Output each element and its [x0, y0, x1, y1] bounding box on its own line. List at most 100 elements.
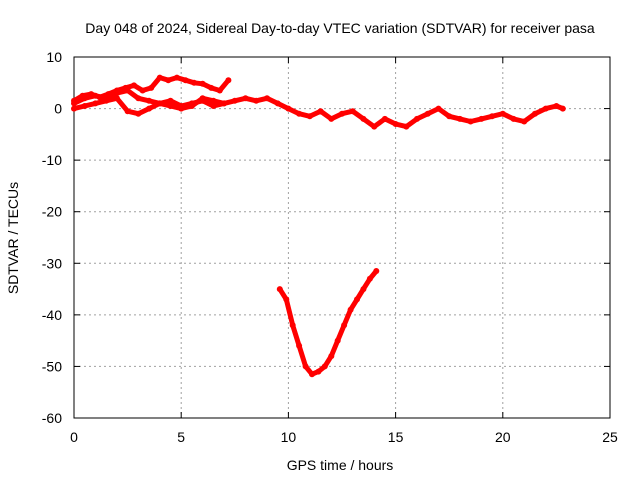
data-point [521, 118, 528, 125]
data-point [122, 84, 129, 91]
plot-frame [73, 56, 611, 419]
data-point [371, 123, 378, 130]
data-point [182, 77, 189, 84]
data-point [349, 108, 356, 115]
data-point [510, 115, 517, 122]
y-tick-label: -40 [42, 307, 62, 323]
data-point [199, 95, 206, 102]
data-point [208, 84, 215, 91]
x-tick-label: 20 [495, 429, 511, 445]
data-point [79, 92, 86, 99]
data-point [146, 105, 152, 112]
data-point [424, 110, 431, 117]
data-point [366, 275, 373, 282]
x-tick-label: 15 [388, 429, 404, 445]
data-point [276, 286, 283, 293]
x-tick-label: 5 [177, 429, 185, 445]
x-tick-label: 0 [70, 429, 78, 445]
data-point [103, 97, 110, 104]
data-point [216, 87, 223, 94]
data-point [296, 110, 303, 117]
data-point [274, 100, 281, 107]
data-point [328, 353, 335, 360]
data-point [81, 103, 88, 109]
data-point [88, 91, 95, 98]
data-point [373, 268, 380, 274]
x-tick-label: 25 [602, 429, 618, 445]
data-point [113, 95, 120, 102]
data-point [124, 108, 131, 115]
data-point [285, 105, 292, 112]
data-point [264, 95, 270, 102]
y-tick-label: -10 [42, 152, 62, 168]
y-tick-label: 10 [46, 49, 62, 65]
chart-title: Day 048 of 2024, Sidereal Day-to-day VTE… [85, 20, 595, 36]
data-point [317, 108, 324, 115]
data-point [360, 286, 367, 293]
data-point [253, 97, 260, 104]
grid [74, 57, 610, 418]
data-point [135, 110, 142, 117]
data-point [542, 105, 549, 112]
data-point [71, 105, 77, 112]
data-point [360, 115, 367, 122]
data-point [210, 103, 217, 109]
data-point [296, 342, 303, 349]
data-point [165, 77, 172, 84]
data-point [467, 118, 474, 125]
data-point [96, 94, 103, 101]
data-point [221, 100, 228, 107]
data-point [414, 115, 420, 122]
data-point [456, 115, 463, 122]
y-tick-label: -20 [42, 204, 62, 220]
data-point [478, 115, 485, 122]
data-point [289, 322, 296, 329]
data-point [553, 103, 560, 109]
data-point [135, 95, 142, 102]
data-point [446, 113, 453, 120]
y-tick-label: -60 [42, 410, 62, 426]
data-point [231, 97, 238, 104]
data-point [173, 74, 180, 81]
data-point [392, 121, 399, 127]
x-axis-title: GPS time / hours [287, 457, 394, 473]
data-point [167, 103, 174, 109]
data-point [188, 103, 195, 109]
data-point [302, 363, 309, 370]
data-point [210, 97, 217, 104]
data-point [435, 105, 442, 112]
y-tick-label: 0 [54, 101, 62, 117]
data-point [309, 371, 315, 378]
data-point [113, 87, 120, 94]
data-point [354, 296, 360, 303]
data-point [191, 79, 198, 86]
data-point [148, 84, 155, 91]
data-point [334, 337, 341, 344]
data-point [499, 110, 506, 117]
data-point [178, 105, 185, 112]
data-point [315, 368, 322, 375]
data-point [139, 87, 146, 94]
data-point [225, 77, 232, 84]
data-point [167, 97, 174, 104]
data-point [489, 113, 496, 120]
data-point [146, 97, 152, 104]
data-point [105, 91, 112, 98]
data-point [339, 110, 345, 117]
y-tick-label: -50 [42, 358, 62, 374]
x-tick-label: 10 [281, 429, 297, 445]
data-point [403, 123, 410, 130]
data-point [156, 100, 163, 107]
series-line-track-dip [277, 268, 379, 377]
data-point [71, 97, 77, 104]
data-point [341, 322, 348, 329]
data-point [381, 115, 388, 122]
data-point [283, 296, 290, 303]
data-point [321, 363, 328, 370]
y-tick-label: -30 [42, 255, 62, 271]
data-point [92, 100, 99, 107]
data-point [156, 74, 163, 81]
y-axis-title: SDTVAR / TECUs [5, 182, 21, 294]
data-point [199, 80, 206, 87]
